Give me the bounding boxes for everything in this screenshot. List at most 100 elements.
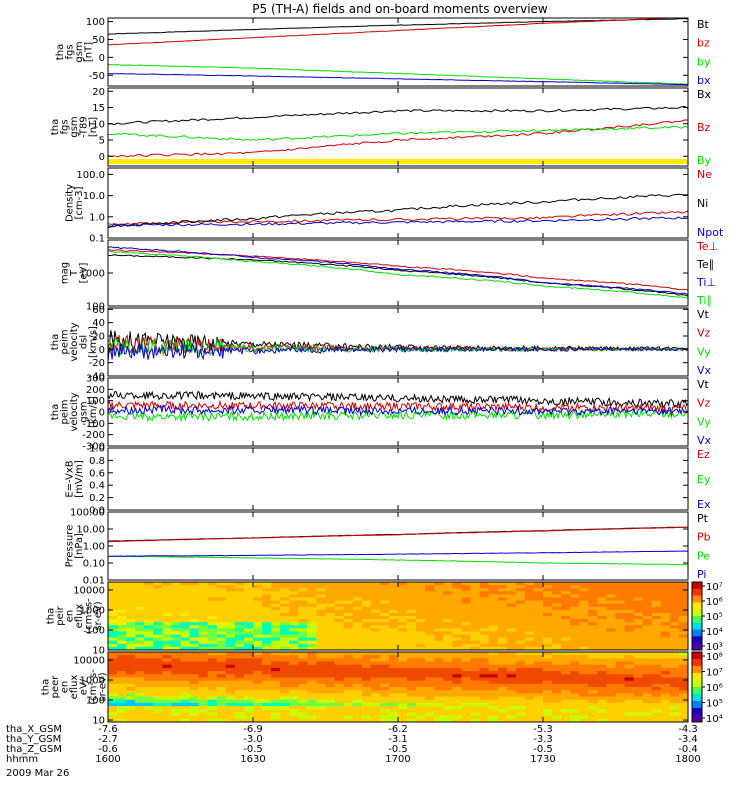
legend-entry: Pi: [697, 568, 706, 581]
legend-entry: bx: [697, 74, 711, 87]
ylabel-line: tha: [55, 44, 66, 60]
legend-entry: Vz: [697, 397, 711, 410]
orbit-value: -0.6: [98, 744, 118, 755]
legend-entry: Te⊥: [696, 240, 718, 253]
ytick-label: 10000: [73, 655, 105, 666]
legend-entry: Vx: [697, 364, 712, 377]
ylabel-line: peir: [55, 605, 66, 625]
ylabel-line: [km/s]: [88, 396, 99, 428]
panel-5: Vt Vz Vy Vx 60 40 20 0 -20 -40 thapeimvelocitydsl[…: [50, 305, 712, 383]
ytick-label: 1.0: [89, 444, 105, 455]
legend-entry: Pt: [697, 512, 709, 525]
series-line: [108, 246, 688, 296]
legend-entry: Bt: [697, 18, 710, 31]
ylabel-line: (cm²-s-: [83, 598, 94, 634]
ylabel-line: Pressure: [64, 525, 75, 568]
legend-entry: Pb: [697, 531, 711, 544]
colorbar-tick: 10³: [706, 642, 723, 653]
ytick-label: 20: [92, 87, 105, 98]
orbit-row-label: tha_Z_GSM: [6, 744, 62, 755]
ylabel-line: eflux: [69, 675, 80, 700]
orbit-row-label: hhmm: [6, 754, 38, 765]
colorbar-10: 10⁸ 10⁷ 10⁶ 10⁵ 10⁴: [691, 651, 723, 725]
ylabel-line: velocity: [69, 392, 80, 431]
series-line: [108, 18, 685, 46]
ylabel: E=-VxB[mV/m]: [64, 460, 85, 498]
ytick-label: 300: [86, 374, 105, 385]
ytick-label: 1000: [80, 269, 105, 280]
ytick-label: 1.0: [89, 212, 105, 223]
series-group-4: [108, 246, 688, 299]
ytick-label: 0.01: [83, 576, 105, 587]
ytick-label: 0.4: [89, 481, 105, 492]
ylabel-line: fgs: [64, 44, 75, 59]
panel-10: 10⁸ 10⁷ 10⁶ 10⁵ 10⁴ 10000 1000 100 10 thapeerenef…: [41, 651, 723, 727]
ytick-label: 100: [86, 17, 105, 28]
ylabel-line: fgs: [60, 119, 71, 134]
ytick-label: -50: [89, 71, 105, 82]
ylabel-line: tha: [50, 334, 61, 350]
orbit-value: -2.7: [98, 734, 118, 745]
orbit-value: -0.4: [678, 744, 698, 755]
ylabel-line: sr-eV): [98, 672, 109, 701]
orbit-value: -4.3: [678, 724, 698, 735]
ytick-label: -40: [89, 372, 105, 383]
legend-entry: Ex: [697, 498, 711, 511]
ytick-label: 10.00: [76, 525, 105, 536]
orbit-value: -5.3: [533, 724, 553, 735]
orbit-value: 1600: [95, 754, 120, 765]
ylabel-line: tha: [45, 608, 56, 624]
ytick-label: 0: [99, 152, 105, 163]
ylabel-line: peer: [50, 675, 61, 699]
colorbar-tick: 10⁷: [706, 582, 723, 593]
orbit-value: -7.6: [98, 724, 118, 735]
ytick-label: 50: [92, 35, 105, 46]
ytick-label: 0: [99, 53, 105, 64]
colorbar-tick: 10⁴: [706, 714, 723, 725]
ytick-label: 60: [92, 305, 105, 316]
colorbar-tick: 10⁶: [706, 683, 723, 694]
legend-entry: Vz: [697, 327, 711, 340]
series-line: [108, 390, 688, 410]
ylabel-line: Density: [64, 184, 75, 222]
ytick-label: 0.10: [83, 559, 105, 570]
ytick-label: 0.8: [89, 456, 105, 467]
ylabel-line: eflux: [74, 604, 85, 629]
ytick-label: 1000: [80, 676, 105, 687]
series-line: [108, 550, 688, 557]
legend-entry: Ti⊥: [696, 276, 716, 289]
series-line: [108, 119, 688, 158]
colorbar-tick: 10⁵: [706, 612, 723, 623]
ytick-label: 0.1: [89, 234, 105, 245]
ylabel-line: peim: [60, 329, 71, 354]
legend-entry: bz: [697, 37, 710, 50]
orbit-value: -3.1: [388, 734, 408, 745]
ylabel-line: [mV/m]: [74, 460, 85, 498]
series-line: [108, 105, 688, 126]
series-line: [108, 399, 688, 414]
ylabel-line: [nPa]: [74, 533, 85, 559]
ylabel: Pressure[nPa]: [64, 525, 85, 568]
ytick-label: 0: [99, 408, 105, 419]
ytick-label: 10.0: [83, 191, 105, 202]
ylabel-line: [eV]: [79, 263, 90, 284]
legend-entry: Ez: [697, 448, 710, 461]
ylabel-line: mag: [60, 262, 71, 284]
legend-entry: Ne: [697, 168, 712, 181]
panel-9: 10⁷ 10⁶ 10⁵ 10⁴ 10³ 10000 1000 100 10 thapeirenef…: [45, 581, 723, 657]
ytick-label: 1000: [80, 605, 105, 616]
colorbar-9: 10⁷ 10⁶ 10⁵ 10⁴ 10³: [691, 581, 723, 653]
series-line: [108, 125, 688, 141]
legend-entry: Te∥: [696, 258, 714, 271]
ytick-label: 20: [92, 332, 105, 343]
panel-3: Ne Ni Npot 100.0 10.0 1.0 0.1 Density[cm-3]: [64, 167, 724, 245]
legend-entry: Ti∥: [696, 294, 712, 307]
series-group-5: [108, 330, 688, 362]
ytick-label: 1.00: [83, 542, 105, 553]
ylabel-line: T: [69, 269, 80, 277]
